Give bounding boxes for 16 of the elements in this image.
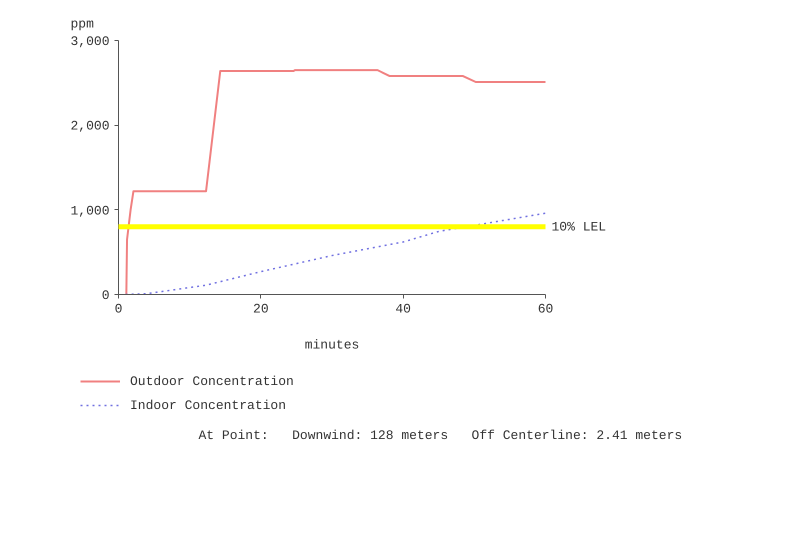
y-tick-label: 0 — [102, 288, 110, 303]
y-tick-label: 3,000 — [70, 34, 110, 49]
x-tick-label: 60 — [538, 302, 554, 316]
ref-line-label: 10% LEL — [552, 219, 606, 234]
x-tick-label: 0 — [114, 302, 122, 316]
legend-label: Outdoor Concentration — [130, 374, 294, 388]
legend-label: Indoor Concentration — [130, 398, 286, 412]
text: At Point: Downwind: 128 meters Off Centerline: 2.41 meters — [198, 428, 682, 443]
x-axis-title: minutes — [304, 338, 360, 352]
y-tick-label: 2,000 — [70, 118, 110, 134]
x-tick-label: 20 — [253, 302, 269, 316]
line-series — [125, 69, 546, 294]
x-tick-label: 40 — [395, 302, 411, 316]
y-tick-label: 1,000 — [70, 203, 110, 218]
line-series — [124, 212, 546, 294]
y-axis-title: ppm — [70, 16, 94, 32]
